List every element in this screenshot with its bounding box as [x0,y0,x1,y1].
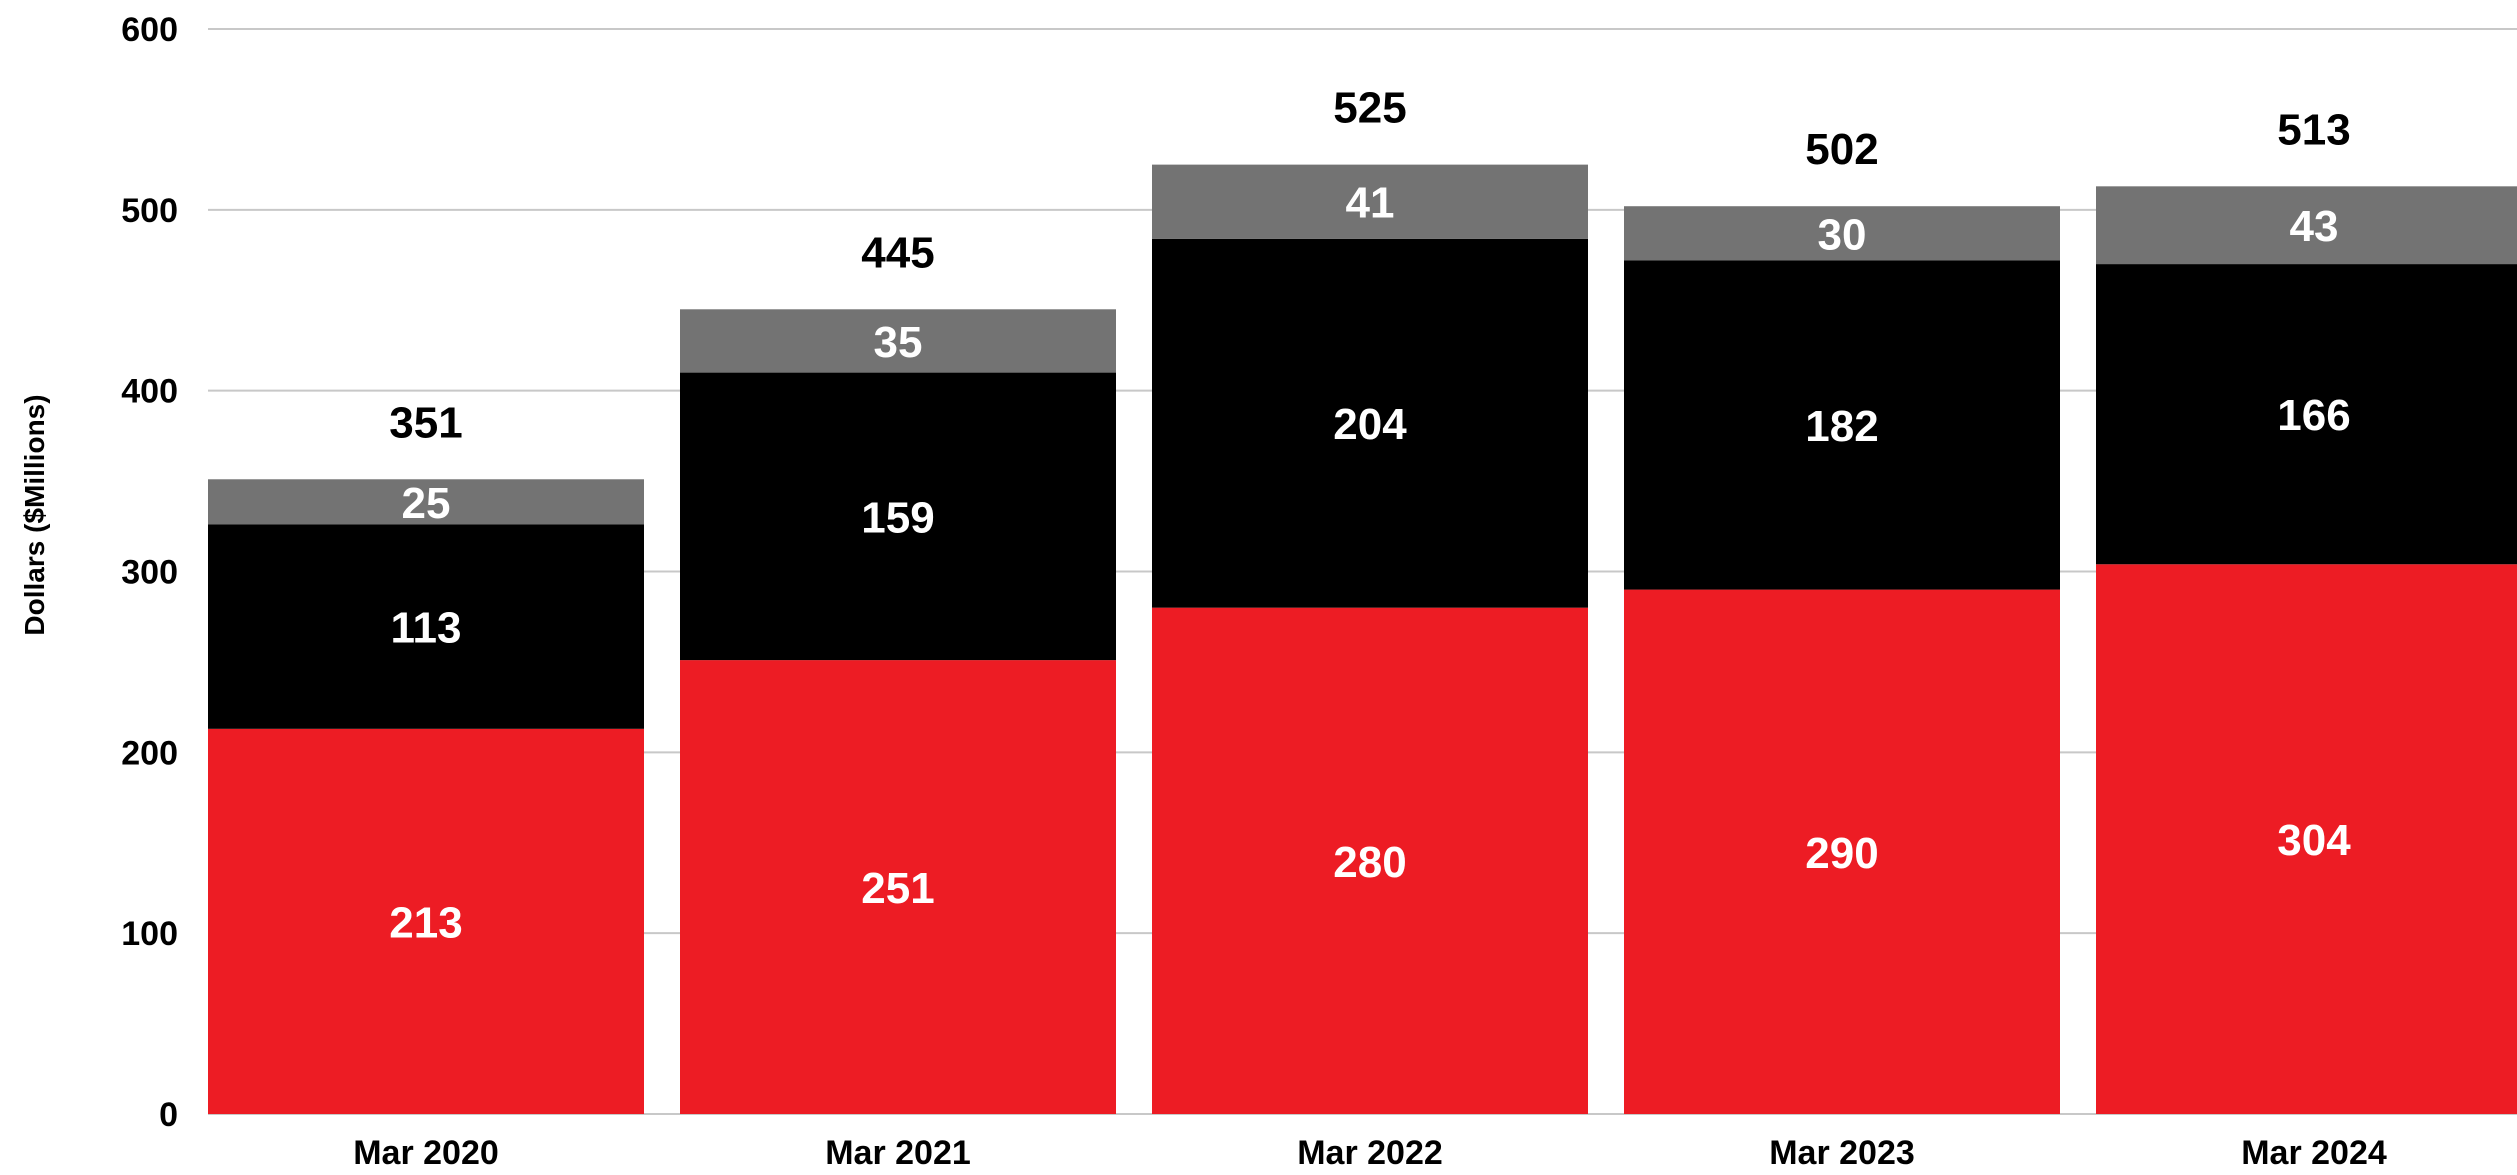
bars: 213 113 25 351 251 159 35 445 280 204 41 525 290 182 3… [208,84,2517,1114]
y-tick-label: 400 [121,373,178,411]
bar-segment [1152,238,1588,608]
bar-total-label: 445 [861,228,934,277]
segment-value-label: 251 [861,864,934,913]
segment-value-label: 213 [389,898,462,947]
bar-total-label: 351 [389,398,462,447]
bar-total-label: 525 [1333,84,1406,133]
segment-value-label: 204 [1333,400,1407,449]
x-tick-label: Mar 2024 [2241,1134,2387,1172]
bar-segment [1624,589,2060,1114]
bar-segment [680,372,1116,661]
bar-segment [2096,564,2517,1114]
x-tick-label: Mar 2022 [1297,1134,1443,1172]
bar-segment [2096,264,2517,565]
x-axis-ticks: Mar 2020 Mar 2021 Mar 2022 Mar 2023 Mar 2024 [353,1134,2387,1172]
segment-value-label: 30 [1818,210,1867,259]
segment-value-label: 166 [2277,391,2350,440]
bar-segment [208,728,644,1114]
x-tick-label: Mar 2021 [825,1134,971,1172]
bar-segment [1624,206,2060,261]
bar-segment [680,660,1116,1114]
y-tick-label: 0 [159,1096,178,1134]
bar-segment [208,479,644,525]
y-tick-label: 600 [121,11,178,49]
segment-value-label: 290 [1805,829,1878,878]
segment-value-label: 304 [2277,816,2351,865]
segment-value-label: 35 [874,318,923,367]
y-axis-ticks: 0 100 200 300 400 500 600 [121,11,178,1134]
segment-value-label: 25 [402,479,451,528]
bar-segment [1624,260,2060,590]
bar-segment [208,524,644,729]
segment-value-label: 280 [1333,838,1406,887]
x-tick-label: Mar 2020 [353,1134,499,1172]
bar-segment [1152,164,1588,239]
segment-value-label: 41 [1346,179,1395,228]
bar-segment [2096,186,2517,265]
segment-value-label: 43 [2290,202,2339,251]
segment-value-label: 159 [861,493,934,542]
bar-segment [1152,607,1588,1114]
segment-value-label: 113 [391,604,462,653]
y-tick-label: 100 [121,915,178,953]
y-tick-label: 200 [121,734,178,772]
bar-segment [680,309,1116,373]
y-axis-label: Dollars ($Millions) [19,394,50,635]
y-tick-label: 500 [121,192,178,230]
bar-total-label: 502 [1805,125,1878,174]
bar-total-label: 513 [2277,105,2350,154]
y-tick-label: 300 [121,554,178,592]
x-tick-label: Mar 2023 [1769,1134,1915,1172]
segment-value-label: 182 [1805,402,1878,451]
